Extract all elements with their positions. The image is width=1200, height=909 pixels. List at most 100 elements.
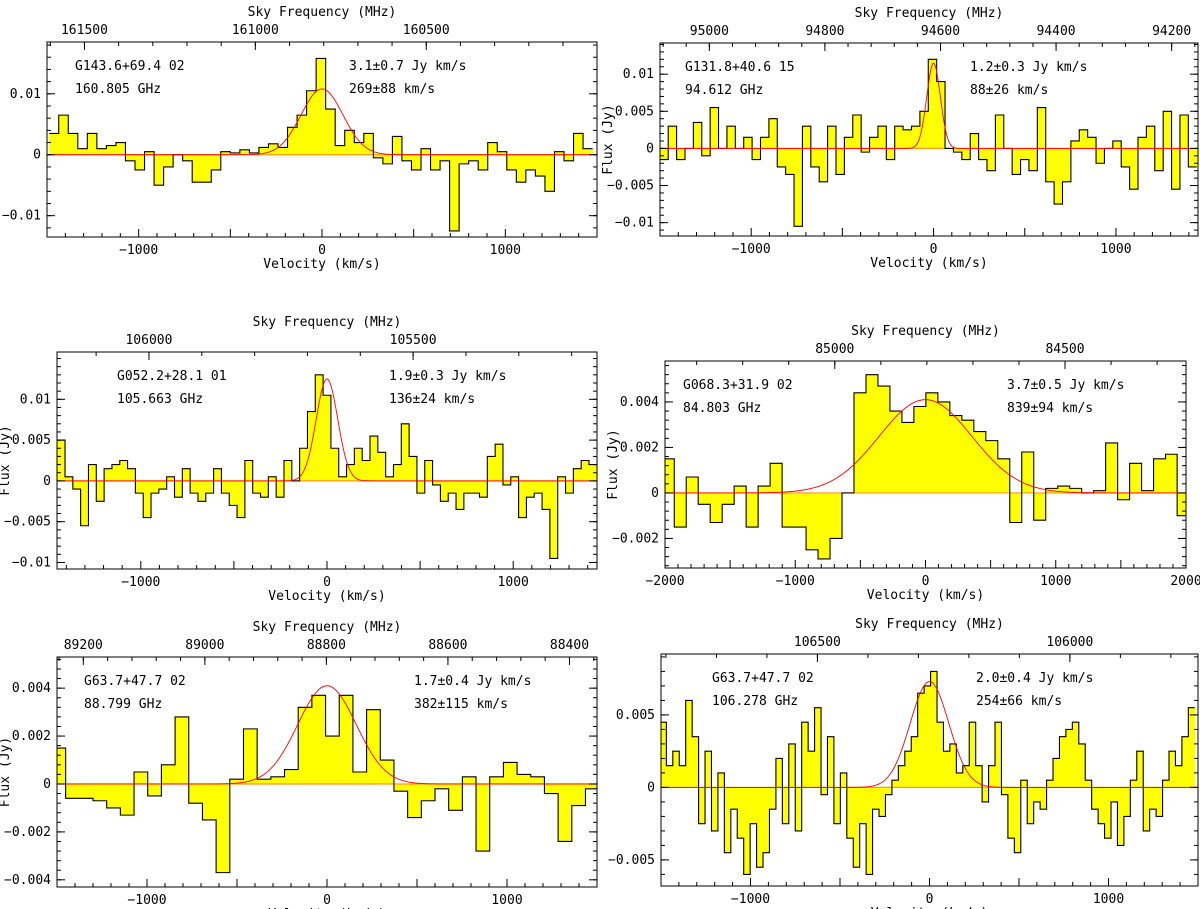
y-tick-label: 0.005 bbox=[12, 433, 51, 448]
spectrum-panel-4: −2000 −1000 0 1000 2000 −0.002 0 0.002 0.004 8500… bbox=[606, 324, 1200, 603]
channel-bar bbox=[660, 148, 669, 160]
channel-bar bbox=[962, 765, 970, 788]
channel-bar bbox=[1037, 107, 1047, 149]
channel-bar bbox=[710, 107, 719, 149]
channel-bar bbox=[1078, 743, 1086, 788]
channel-bar bbox=[174, 480, 183, 498]
channel-bar bbox=[1105, 442, 1119, 493]
channel-bar bbox=[698, 492, 711, 505]
channel-bar bbox=[997, 458, 1011, 493]
channel-bar bbox=[782, 492, 795, 528]
channel-bar bbox=[722, 492, 735, 505]
channel-bar bbox=[147, 783, 162, 796]
channel-bar bbox=[1163, 111, 1172, 149]
channel-bar bbox=[476, 783, 491, 852]
channel-bar bbox=[366, 709, 381, 784]
channel-bar bbox=[243, 728, 258, 784]
source-name: G068.3+31.9 02 bbox=[683, 378, 793, 393]
gaussian-fit-line bbox=[57, 378, 597, 482]
top-axis-label: Sky Frequency (MHz) bbox=[248, 5, 397, 20]
channel-bar bbox=[724, 787, 732, 853]
channel-bar bbox=[1012, 148, 1021, 175]
gaussian-fit-line bbox=[661, 681, 1198, 788]
channel-bar bbox=[995, 722, 1002, 788]
channel-bar bbox=[936, 81, 946, 149]
channel-bar bbox=[284, 769, 299, 784]
line-width: 136±24 km/s bbox=[389, 392, 475, 407]
integrated-flux: 2.0±0.4 Jy km/s bbox=[976, 671, 1093, 686]
x-axis-label: Velocity (km/s) bbox=[263, 257, 380, 272]
channel-bar bbox=[814, 707, 822, 788]
channel-bar bbox=[354, 142, 365, 155]
channel-bar bbox=[583, 148, 593, 155]
channel-bar bbox=[459, 154, 470, 164]
channel-bar bbox=[1188, 707, 1196, 788]
channel-bar bbox=[835, 148, 845, 175]
channel-bar bbox=[768, 118, 778, 149]
channel-bar bbox=[1130, 780, 1138, 788]
channel-bar bbox=[674, 492, 687, 528]
channel-bar bbox=[679, 765, 687, 788]
integrated-flux: 1.7±0.4 Jy km/s bbox=[414, 674, 531, 689]
channel-bar bbox=[1020, 148, 1030, 160]
y-tick-label: −0.004 bbox=[4, 873, 51, 888]
channel-bar bbox=[668, 126, 677, 149]
channel-bar bbox=[1121, 148, 1131, 167]
line-width: 269±88 km/s bbox=[349, 82, 435, 97]
channel-bar bbox=[943, 751, 951, 788]
channel-bar bbox=[573, 468, 582, 481]
channel-bar bbox=[252, 480, 261, 494]
channel-bar bbox=[810, 148, 820, 167]
channel-bar bbox=[701, 148, 711, 156]
channel-bar bbox=[743, 137, 753, 149]
channel-bar bbox=[726, 126, 736, 149]
channel-bar bbox=[534, 480, 543, 494]
channel-bar bbox=[432, 480, 441, 485]
channel-bar bbox=[471, 480, 480, 494]
channel-bar bbox=[93, 783, 108, 801]
channel-bar bbox=[257, 779, 272, 784]
channel-bar bbox=[1143, 787, 1151, 831]
channel-bar bbox=[401, 154, 412, 161]
line-width: 254±66 km/s bbox=[976, 694, 1062, 709]
channel-bar bbox=[1111, 787, 1118, 802]
channel-bar bbox=[1007, 787, 1015, 839]
y-tick-label: 0 bbox=[651, 486, 659, 501]
channel-bar bbox=[827, 736, 835, 788]
channel-bar bbox=[1123, 787, 1131, 817]
channel-bar bbox=[840, 772, 848, 788]
channel-bar bbox=[830, 492, 843, 539]
x-tick-label: 1000 bbox=[1093, 892, 1124, 907]
channel-bar bbox=[526, 480, 535, 498]
channel-bar bbox=[213, 468, 222, 481]
channel-bar bbox=[953, 148, 963, 153]
channel-bar bbox=[306, 90, 317, 155]
channel-bar bbox=[549, 480, 559, 559]
channel-bar bbox=[1079, 129, 1089, 149]
channel-bar bbox=[558, 783, 573, 842]
channel-bar bbox=[808, 751, 815, 788]
channel-bar bbox=[564, 154, 574, 161]
channel-bar bbox=[202, 783, 217, 820]
top-tick-label: 95000 bbox=[690, 24, 729, 39]
y-tick-label: −0.005 bbox=[608, 853, 655, 868]
channel-bar bbox=[377, 452, 387, 481]
channel-bar bbox=[106, 783, 121, 808]
channel-bar bbox=[495, 444, 504, 481]
channel-bar bbox=[928, 59, 938, 149]
channel-bar bbox=[846, 787, 854, 839]
channel-bar bbox=[163, 154, 174, 167]
channel-bar bbox=[827, 126, 837, 149]
line-frequency: 94.612 GHz bbox=[685, 83, 763, 98]
channel-bar bbox=[516, 154, 527, 183]
channel-bar bbox=[268, 143, 279, 155]
top-tick-label: 89200 bbox=[64, 638, 103, 653]
channel-bar bbox=[392, 136, 403, 155]
channel-bar bbox=[986, 148, 996, 171]
x-axis-label: Velocity (km/s) bbox=[867, 588, 984, 603]
channel-bar bbox=[861, 148, 870, 153]
integrated-flux: 1.2±0.3 Jy km/s bbox=[970, 60, 1087, 75]
channel-bar bbox=[416, 480, 426, 494]
channel-bar bbox=[1137, 137, 1147, 149]
